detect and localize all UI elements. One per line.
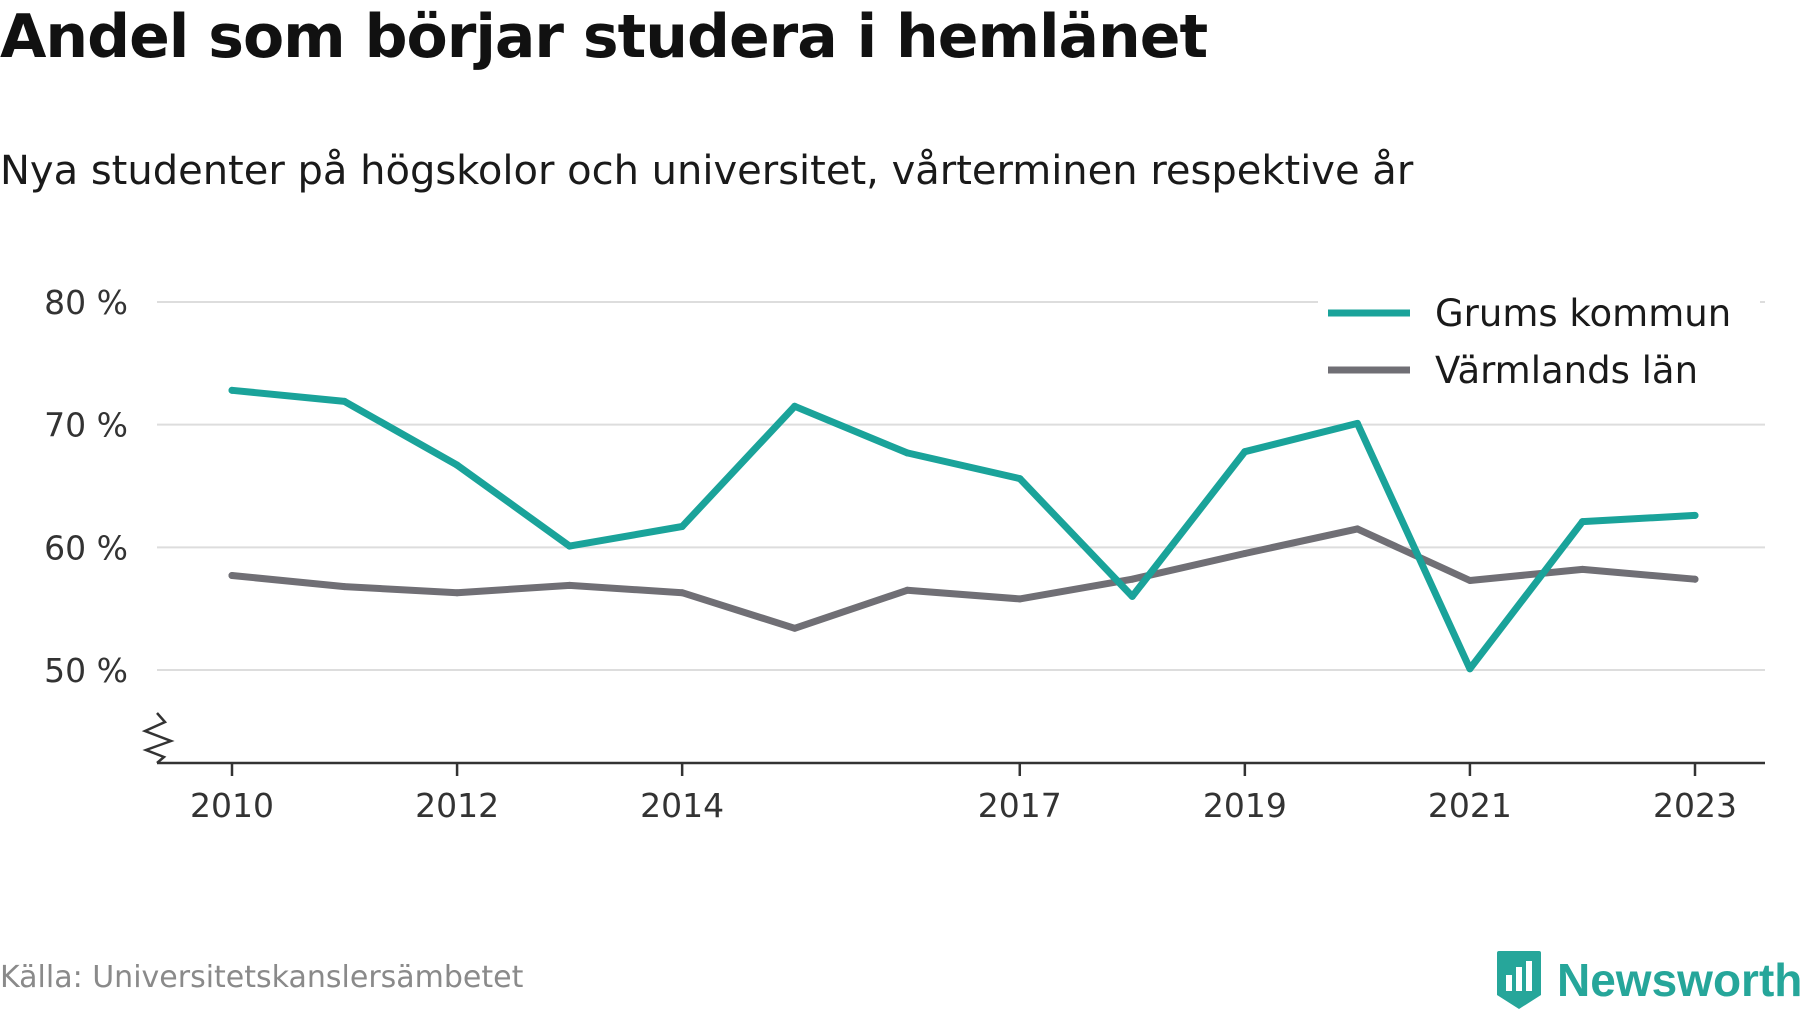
- data-point: [566, 542, 574, 550]
- data-point: [1353, 525, 1361, 533]
- series-line-v-rmlands-l-n: [228, 525, 1699, 632]
- chart-subtitle: Nya studenter på högskolor och universit…: [0, 148, 1414, 194]
- data-point: [1578, 565, 1586, 573]
- data-point: [1241, 448, 1249, 456]
- data-point: [1353, 419, 1361, 427]
- x-tick-label: 2017: [978, 786, 1062, 825]
- data-point: [341, 397, 349, 405]
- data-point: [903, 586, 911, 594]
- data-point: [566, 581, 574, 589]
- legend-label: Värmlands län: [1435, 349, 1698, 392]
- data-point: [791, 402, 799, 410]
- data-point: [1016, 475, 1024, 483]
- newsworthy-logo-icon: [1497, 951, 1541, 1009]
- data-point: [1578, 518, 1586, 526]
- data-point: [341, 583, 349, 591]
- x-tick-label: 2014: [640, 786, 724, 825]
- y-tick-label: 70 %: [44, 406, 128, 445]
- brand-name: Newsworthy: [1557, 954, 1800, 1006]
- x-tick-label: 2021: [1428, 786, 1512, 825]
- data-point: [678, 522, 686, 530]
- data-point: [1241, 549, 1249, 557]
- y-axis-break-mark: [141, 712, 175, 764]
- data-point: [1691, 511, 1699, 519]
- y-tick-label: 60 %: [44, 528, 128, 567]
- data-point: [228, 572, 236, 580]
- data-point: [1016, 595, 1024, 603]
- data-point: [1691, 575, 1699, 583]
- chart-title: Andel som börjar studera i hemlänet: [0, 2, 1208, 72]
- x-tick-label: 2010: [190, 786, 274, 825]
- newsworthy-logo: Newsworthy: [1495, 940, 1800, 1020]
- data-point: [678, 589, 686, 597]
- x-tick-label: 2019: [1203, 786, 1287, 825]
- legend-box: [1318, 290, 1760, 402]
- data-point: [1466, 576, 1474, 584]
- data-point: [1466, 665, 1474, 673]
- series-line-grums-kommun: [228, 386, 1699, 673]
- data-point: [1128, 592, 1136, 600]
- y-tick-label: 80 %: [44, 283, 128, 322]
- data-point: [903, 449, 911, 457]
- data-point: [791, 624, 799, 632]
- source-note: Källa: Universitetskanslersämbetet: [0, 960, 524, 995]
- x-tick-label: 2012: [415, 786, 499, 825]
- data-point: [1128, 575, 1136, 583]
- data-point: [453, 461, 461, 469]
- y-tick-label: 50 %: [44, 651, 128, 690]
- legend-label: Grums kommun: [1435, 292, 1731, 335]
- x-tick-label: 2023: [1653, 786, 1737, 825]
- data-point: [453, 589, 461, 597]
- data-point: [228, 386, 236, 394]
